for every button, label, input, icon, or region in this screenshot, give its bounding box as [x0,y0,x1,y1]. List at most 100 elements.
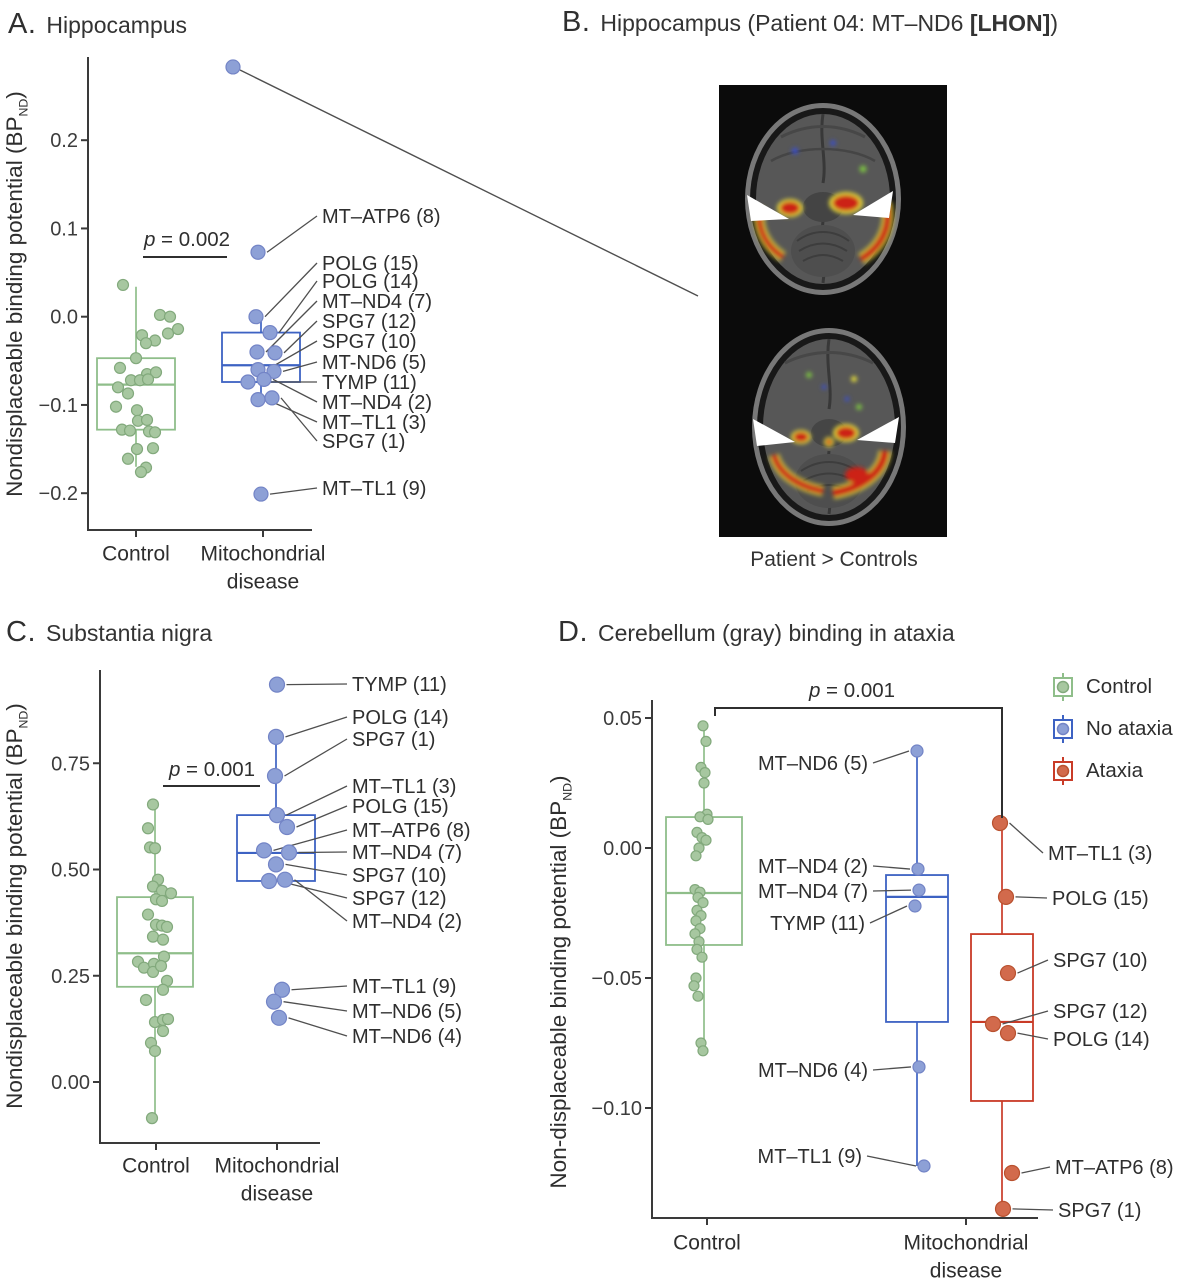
arrowhead-left-icon [753,419,795,446]
data-point [696,951,708,963]
arrowhead-left-icon [747,195,789,221]
significance-label: p = 0.002 [143,228,230,251]
data-point [255,842,273,859]
legend-label: No ataxia [1086,717,1173,740]
callout-label: SPG7 (10) [1053,950,1147,972]
y-tick-label: 0.0 [50,307,78,329]
callout-label: SPG7 (12) [352,888,446,910]
data-point [250,244,266,260]
data-point [697,720,709,732]
panel-d-header: D. Cerebellum (gray) binding in ataxia [558,616,955,649]
y-tick-label: 0.2 [50,130,78,152]
arrowhead-right-icon [853,191,893,218]
data-point [984,1015,1002,1033]
data-point [253,486,269,502]
y-tick-label: 0.50 [51,860,90,882]
data-point [688,980,700,992]
data-point [146,965,160,979]
legend: Control No ataxia Ataxia [1048,672,1173,798]
data-point [141,908,155,921]
data-point [154,959,168,973]
x-category-label: Mitochondrial [201,542,326,565]
data-point [699,766,711,779]
callout-line [282,361,318,373]
panel-b-title: Hippocampus (Patient 04: MT–ND6 [LHON]) [600,10,1058,36]
callout-line [266,215,318,253]
arrowhead-right-icon [857,417,899,443]
callout-line [283,320,318,354]
data-point [280,844,298,861]
callout-line [1021,1166,1051,1174]
callout-label: MT–ND4 (7) [352,842,462,864]
data-point [697,896,709,909]
callout-line [283,1001,348,1012]
callout-line [872,1066,912,1071]
callout-label: SPG7 (12) [322,311,416,333]
panel-c-chart: 0.75 0.50 0.25 0.00 Control Mitochondrial dise… [51,670,471,1205]
panel-b-header: B. Hippocampus (Patient 04: MT–ND6 [LHON]… [562,6,1058,39]
callout-line [288,1017,348,1037]
callout-line [1012,1208,1054,1211]
legend-item-control: Control [1048,672,1173,702]
data-point [139,337,153,350]
callout-label: MT–TL1 (9) [322,478,426,500]
data-point [267,345,283,361]
data-point [116,278,130,292]
data-point [912,1060,926,1074]
panel-c-letter: C. [6,616,36,648]
data-point [164,887,178,900]
callout-line [294,879,348,922]
data-point [130,404,144,417]
data-point [691,943,703,956]
panel-a-title: Hippocampus [46,12,188,38]
legend-label: Control [1086,675,1153,698]
callout-label: TYMP (11) [352,674,447,696]
legend-boxplot-glyph-green [1053,673,1073,701]
panel-d-chart: 0.05 0.00 −0.05 −0.10 Control Mitochondrial di… [591,679,1173,1280]
brain-slice-top [745,103,901,295]
data-point [145,1112,159,1125]
data-point [163,310,177,323]
data-point [129,352,143,365]
callout-line [278,280,318,333]
data-point [690,850,702,862]
data-point [161,327,175,340]
callout-label: MT–ND4 (2) [758,856,868,878]
data-point [700,834,712,846]
brain-caption: Patient > Controls [750,548,918,571]
panel-a-chart: 0.2 0.1 0.0 −0.1 −0.2 Control Mitochondrial dis… [39,57,441,593]
callout-label: MT–TL1 (3) [1048,843,1152,865]
callout-label: MT-ND6 (5) [322,352,426,374]
callout-label: MT–TL1 (9) [758,1146,862,1168]
brain-slice-bottom [752,328,906,526]
data-point [161,1012,175,1026]
callout-label: MT–ND4 (7) [758,881,868,903]
data-point [267,856,285,873]
callout-label: SPG7 (10) [352,865,446,887]
x-category-label: disease [241,1182,313,1205]
callout-line [296,805,348,828]
callout-label: MT–ATP6 (8) [352,820,471,842]
callout-line [272,378,318,403]
callout-label: POLG (14) [1053,1029,1150,1051]
data-point [917,1159,931,1173]
data-point [148,1044,162,1058]
y-tick-label: 0.1 [50,218,78,240]
data-point [266,363,282,380]
data-point [266,767,284,785]
y-tick-label: −0.2 [39,483,78,505]
data-point [248,309,264,325]
data-point [240,374,256,390]
callout-label: POLG (15) [322,253,419,275]
data-point [276,871,294,888]
callout-line [1017,1032,1049,1040]
brain-mri-panel [719,85,947,537]
data-point [273,981,291,998]
data-point [697,1045,709,1057]
data-point [268,676,286,693]
data-point [109,400,123,413]
pet-hotspots [768,372,892,500]
data-point [265,993,283,1010]
data-point [278,818,296,836]
data-point [141,822,155,835]
